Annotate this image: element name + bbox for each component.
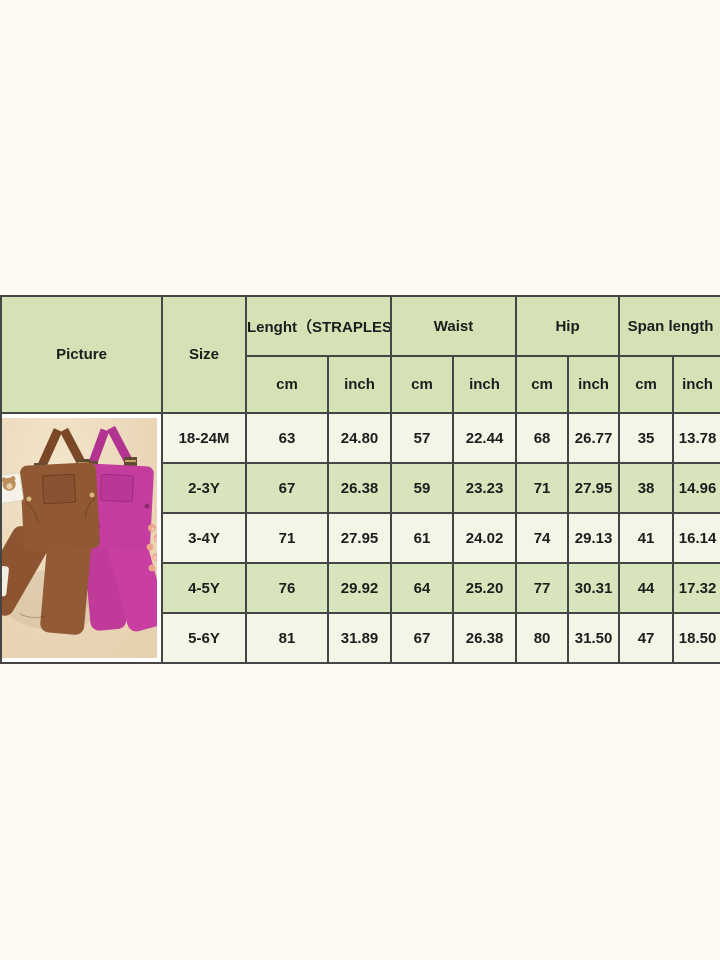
- chest-pocket: [99, 473, 135, 503]
- value-cell: 23.23: [452, 462, 518, 514]
- value-cell: 16.14: [672, 512, 720, 564]
- unit-header-inch: inch: [326, 355, 393, 414]
- value-cell: 77: [515, 562, 570, 614]
- value-cell: 29.13: [567, 512, 621, 564]
- value-cell: 31.50: [567, 612, 621, 664]
- value-cell: 17.32: [672, 562, 720, 614]
- value-cell: 44: [618, 562, 675, 614]
- size-cell: 18-24M: [161, 412, 247, 464]
- value-cell: 13.78: [672, 412, 720, 464]
- value-cell: 67: [390, 612, 455, 664]
- hang-tag: [3, 472, 24, 504]
- chest-pocket: [41, 473, 77, 505]
- value-cell: 31.89: [326, 612, 393, 664]
- value-cell: 38: [618, 462, 675, 514]
- value-cell: 74: [515, 512, 570, 564]
- value-cell: 47: [618, 612, 675, 664]
- header-picture: Picture: [0, 295, 163, 414]
- value-cell: 41: [618, 512, 675, 564]
- size-chart-table: Picture Size Lenght（STRAPLESS） Waist Hip…: [0, 295, 720, 664]
- value-cell: 61: [390, 512, 455, 564]
- header-size: Size: [161, 295, 247, 414]
- value-cell: 76: [245, 562, 329, 614]
- header-group-waist: Waist: [390, 295, 518, 357]
- value-cell: 26.38: [326, 462, 393, 514]
- value-cell: 27.95: [567, 462, 621, 514]
- pink-overall: [83, 425, 157, 632]
- header-group-length: Lenght（STRAPLESS）: [244, 295, 393, 357]
- value-cell: 71: [515, 462, 570, 514]
- value-cell: 22.44: [452, 412, 518, 464]
- product-photo: [0, 412, 163, 664]
- unit-header-cm: cm: [390, 355, 455, 414]
- unit-header-inch: inch: [672, 355, 720, 414]
- unit-header-inch: inch: [567, 355, 621, 414]
- unit-header-cm: cm: [618, 355, 675, 414]
- unit-header-cm: cm: [515, 355, 570, 414]
- value-cell: 25.20: [452, 562, 518, 614]
- value-cell: 26.38: [452, 612, 518, 664]
- value-cell: 67: [245, 462, 329, 514]
- size-cell: 4-5Y: [161, 562, 247, 614]
- value-cell: 57: [390, 412, 455, 464]
- size-cell: 3-4Y: [161, 512, 247, 564]
- value-cell: 27.95: [326, 512, 393, 564]
- value-cell: 81: [245, 612, 329, 664]
- unit-header-inch: inch: [452, 355, 518, 414]
- size-cell: 2-3Y: [161, 462, 247, 514]
- header-group-hip: Hip: [515, 295, 621, 357]
- value-cell: 14.96: [672, 462, 720, 514]
- header-group-span-length: Span length: [618, 295, 720, 357]
- brown-overall: [3, 427, 100, 635]
- overalls-photo-illustration: [3, 418, 157, 658]
- value-cell: 35: [618, 412, 675, 464]
- size-cell: 5-6Y: [161, 612, 247, 664]
- tag-string: [3, 566, 9, 597]
- value-cell: 29.92: [326, 562, 393, 614]
- value-cell: 68: [515, 412, 570, 464]
- value-cell: 63: [245, 412, 329, 464]
- flowers-decoration: [146, 524, 157, 572]
- size-chart: Picture Size Lenght（STRAPLESS） Waist Hip…: [0, 295, 720, 664]
- value-cell: 64: [390, 562, 455, 614]
- value-cell: 80: [515, 612, 570, 664]
- unit-header-cm: cm: [245, 355, 329, 414]
- value-cell: 59: [390, 462, 455, 514]
- value-cell: 24.02: [452, 512, 518, 564]
- value-cell: 24.80: [326, 412, 393, 464]
- value-cell: 30.31: [567, 562, 621, 614]
- value-cell: 71: [245, 512, 329, 564]
- value-cell: 26.77: [567, 412, 621, 464]
- value-cell: 18.50: [672, 612, 720, 664]
